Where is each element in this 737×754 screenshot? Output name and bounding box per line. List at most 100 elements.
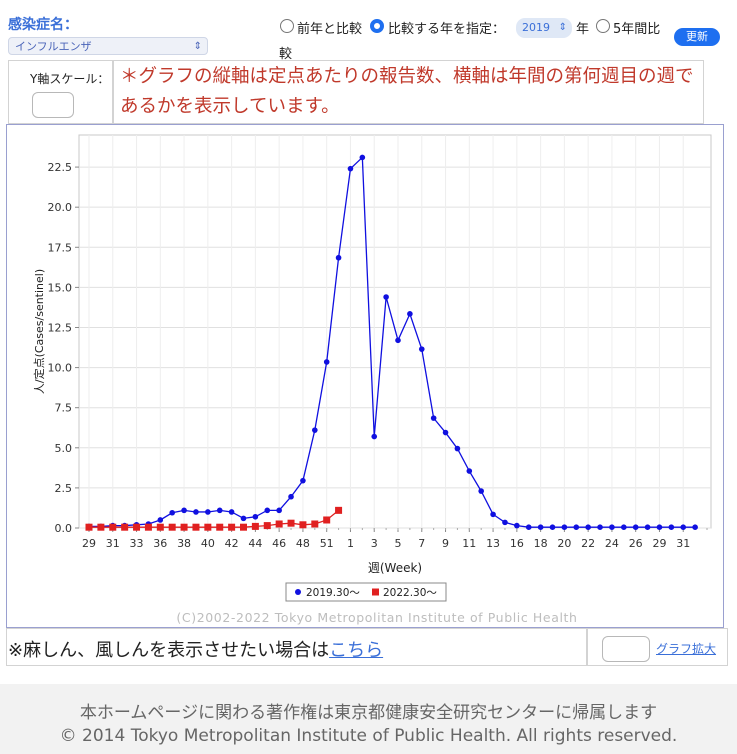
data-point-square	[263, 522, 271, 530]
chart-svg: 0.02.55.07.510.012.515.017.520.022.529 31…	[32, 134, 712, 625]
update-button[interactable]: 更新	[674, 28, 720, 46]
y-axis-label: 人/定点(Cases/sentinel)	[32, 269, 46, 394]
graph-zoom-input[interactable]	[602, 636, 650, 662]
y-scale-input[interactable]	[32, 92, 74, 118]
x-tick-label: 9	[442, 537, 449, 550]
data-point-circle	[656, 524, 663, 530]
disease-label: 感染症名：	[8, 17, 78, 33]
x-tick-label: 33	[130, 537, 144, 550]
radio-specify-year[interactable]	[370, 19, 384, 33]
data-point-circle	[288, 493, 294, 500]
x-tick-label: 3	[371, 537, 378, 550]
x-tick-label: 5	[395, 537, 402, 550]
notice-panel	[112, 60, 704, 124]
disease-selected-value: インフルエンザ	[15, 40, 92, 53]
x-tick-label: 13	[486, 537, 500, 550]
x-tick-label: 20	[557, 537, 571, 550]
data-point-circle	[276, 507, 282, 514]
measles-rubella-link[interactable]: こちら	[329, 640, 384, 661]
data-point-circle	[644, 524, 651, 530]
legend-box	[285, 582, 447, 602]
x-axis-label: 週(Week)	[368, 561, 422, 575]
data-point-circle	[597, 524, 603, 530]
x-tick-label: 36	[153, 537, 167, 550]
x-tick-label: 42	[225, 537, 239, 550]
data-point-circle	[442, 429, 449, 436]
data-point-circle	[347, 165, 354, 172]
data-point-circle	[169, 509, 175, 516]
radio-five-year[interactable]	[596, 19, 610, 33]
data-point-circle	[466, 468, 473, 474]
graph-zoom-link[interactable]: グラフ拡大	[656, 642, 717, 656]
data-point-circle	[240, 515, 247, 522]
chart-copyright: (C)2002-2022 Tokyo Metropolitan Institut…	[176, 610, 577, 625]
y-tick-label: 2.5	[55, 482, 73, 495]
data-point-circle	[395, 337, 401, 344]
footer-copyright-jp: 本ホームページに関わる著作権は東京都健康安全研究センターに帰属します	[79, 703, 658, 723]
data-point-square	[251, 522, 259, 530]
y-tick-label: 17.5	[48, 241, 73, 254]
data-point-circle	[585, 524, 591, 530]
year-select[interactable]: 2019 ⇕	[516, 18, 572, 38]
bottom-note-text: ※麻しん、風しんを表示させたい場合は	[8, 640, 330, 661]
x-tick-label: 46	[272, 537, 286, 550]
y-tick-label: 22.5	[48, 161, 73, 174]
data-point-circle	[323, 359, 330, 365]
x-tick-label: 22	[581, 537, 595, 550]
data-point-circle	[157, 517, 164, 523]
radio-prev-year[interactable]	[280, 19, 294, 33]
chevron-updown-icon: ⇕	[193, 41, 202, 52]
data-point-circle	[418, 346, 425, 352]
data-point-square	[204, 523, 212, 531]
x-tick-label: 1	[347, 537, 354, 550]
data-point-square	[323, 516, 331, 524]
data-point-square	[156, 523, 164, 531]
data-point-square	[121, 523, 129, 531]
data-point-circle	[430, 415, 437, 421]
series-line-0	[89, 156, 696, 528]
data-point-circle	[264, 507, 271, 514]
data-point-circle	[680, 524, 687, 530]
data-point-circle	[383, 294, 389, 300]
option-specify-year-label: 比較する年を指定：	[388, 22, 506, 37]
disease-select[interactable]: インフルエンザ ⇕	[8, 37, 208, 55]
legend-label: 2019.30〜	[306, 587, 360, 599]
data-point-circle	[252, 513, 259, 520]
data-point-circle	[216, 507, 223, 514]
bottom-note: ※麻しん、風しんを表示させたい場合はこちら	[8, 636, 383, 662]
x-tick-label: 24	[605, 537, 619, 550]
x-tick-label: 18	[534, 537, 548, 550]
data-point-circle	[359, 154, 366, 161]
zoom-panel	[586, 628, 728, 666]
data-point-square	[180, 523, 188, 531]
y-scale-label: Y軸スケール：	[30, 72, 110, 86]
y-tick-label: 0.0	[55, 522, 73, 535]
data-point-circle	[668, 524, 675, 530]
data-point-square	[144, 523, 152, 531]
x-tick-label: 31	[676, 537, 690, 550]
x-tick-label: 51	[320, 537, 334, 550]
data-point-square	[192, 523, 200, 531]
bottom-note-panel	[6, 628, 588, 666]
data-point-circle	[300, 477, 306, 484]
data-point-square	[216, 523, 224, 531]
data-point-circle	[573, 524, 580, 530]
option-five-year-label: 5年間比	[613, 22, 661, 37]
data-point-circle	[561, 524, 568, 530]
data-point-square	[97, 523, 105, 531]
y-tick-label: 12.5	[48, 321, 73, 334]
data-point-circle	[502, 519, 508, 526]
data-point-circle	[525, 524, 532, 530]
x-tick-label: 11	[462, 537, 476, 550]
y-tick-label: 7.5	[55, 402, 73, 415]
series-line-1	[89, 509, 339, 528]
data-point-circle	[490, 511, 496, 518]
data-point-square	[228, 523, 236, 531]
data-point-square	[311, 520, 319, 528]
data-point-circle	[478, 488, 484, 494]
data-point-square	[109, 523, 117, 531]
data-point-circle	[621, 524, 627, 530]
data-point-circle	[335, 254, 342, 261]
data-point-circle	[181, 507, 187, 514]
data-point-square	[275, 520, 283, 528]
